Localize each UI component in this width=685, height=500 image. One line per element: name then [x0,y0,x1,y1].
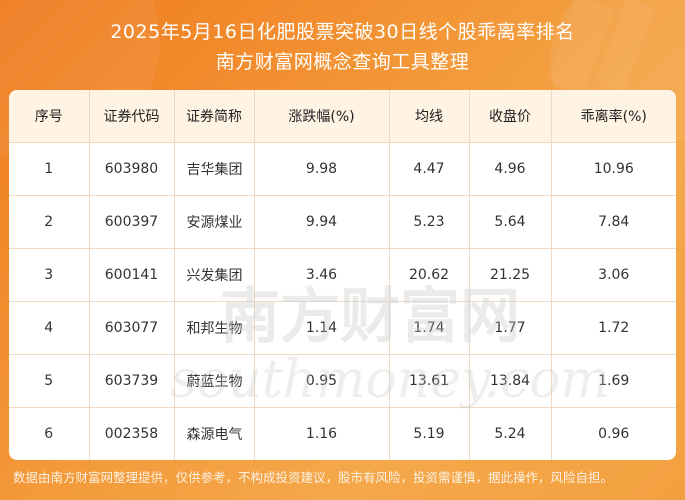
disclaimer-footer: 数据由南方财富网整理提供，仅供参考，不构成投资建议，股市有风险，投资需谨慎，据此… [13,470,614,485]
column-header-rank: 序号 [9,90,90,143]
cell-rank: 5 [9,354,90,408]
cell-change: 1.16 [254,407,390,460]
cell-close: 4.96 [469,142,552,196]
cell-name: 和邦生物 [174,301,255,355]
cell-ma: 4.47 [389,142,470,196]
cell-name: 兴发集团 [174,248,255,302]
cell-close: 5.64 [469,195,552,249]
page-subtitle: 南方财富网概念查询工具整理 [215,51,470,73]
table-row: 4 603077 和邦生物 1.14 1.74 1.77 1.72 [9,301,676,355]
cell-change: 9.94 [254,195,390,249]
cell-bias: 7.84 [551,195,676,249]
cell-rank: 4 [9,301,90,355]
cell-rank: 3 [9,248,90,302]
cell-name: 吉华集团 [174,142,255,196]
cell-rank: 1 [9,142,90,196]
cell-bias: 0.96 [598,426,630,442]
column-header-name: 证券简称 [174,90,255,143]
column-header-close: 收盘价 [469,90,552,143]
cell-change: 0.95 [254,354,390,408]
cell-close: 21.25 [469,248,552,302]
cell-bias: 1.72 [551,301,676,355]
column-header-ma: 均线 [389,90,470,143]
cell-name: 森源电气 [174,407,255,460]
table-row: 5 603739 蔚蓝生物 0.95 13.61 13.84 1.69 [9,354,676,408]
table-row: 6 002358 森源电气 1.16 5.19 5.24 0.96 [9,407,676,460]
cell-code: 603980 [89,142,175,196]
table-row: 3 600141 兴发集团 3.46 20.62 21.25 3.06 [9,248,676,302]
cell-code: 603739 [89,354,175,408]
cell-bias: 10.96 [551,142,676,196]
cell-bias: 1.69 [551,354,676,408]
cell-ma: 1.74 [389,301,470,355]
cell-code: 600397 [89,195,175,249]
cell-change: 1.14 [254,301,390,355]
cell-rank: 2 [9,195,90,249]
column-header-code: 证券代码 [89,90,175,143]
cell-close: 1.77 [469,301,552,355]
column-header-bias: 乖离率(%) [551,90,676,143]
cell-change: 3.46 [254,248,390,302]
cell-name: 安源煤业 [174,195,255,249]
cell-ma: 13.61 [389,354,470,408]
cell-close: 13.84 [469,354,552,408]
cell-code: 002358 [89,407,175,460]
cell-bias: 3.06 [551,248,676,302]
cell-ma: 20.62 [389,248,470,302]
cell-code: 603077 [89,301,175,355]
ranking-table-container: 序号 证券代码 证券简称 涨跌幅(%) 均线 收盘价 乖离率(%) 1 6039… [9,90,676,460]
cell-ma: 5.23 [389,195,470,249]
cell-name: 蔚蓝生物 [174,354,255,408]
cell-close: 5.24 [469,407,552,460]
page-title: 2025年5月16日化肥股票突破30日线个股乖离率排名 [110,21,575,43]
cell-change: 9.98 [254,142,390,196]
cell-ma: 5.19 [389,407,470,460]
table-row: 1 603980 吉华集团 9.98 4.47 4.96 10.96 [9,142,676,196]
ranking-table: 序号 证券代码 证券简称 涨跌幅(%) 均线 收盘价 乖离率(%) 1 6039… [9,90,676,460]
column-header-change: 涨跌幅(%) [254,90,390,143]
table-row: 2 600397 安源煤业 9.94 5.23 5.64 7.84 [9,195,676,249]
cell-code: 600141 [89,248,175,302]
cell-rank: 6 [9,407,90,460]
table-header-row: 序号 证券代码 证券简称 涨跌幅(%) 均线 收盘价 乖离率(%) [9,90,676,143]
